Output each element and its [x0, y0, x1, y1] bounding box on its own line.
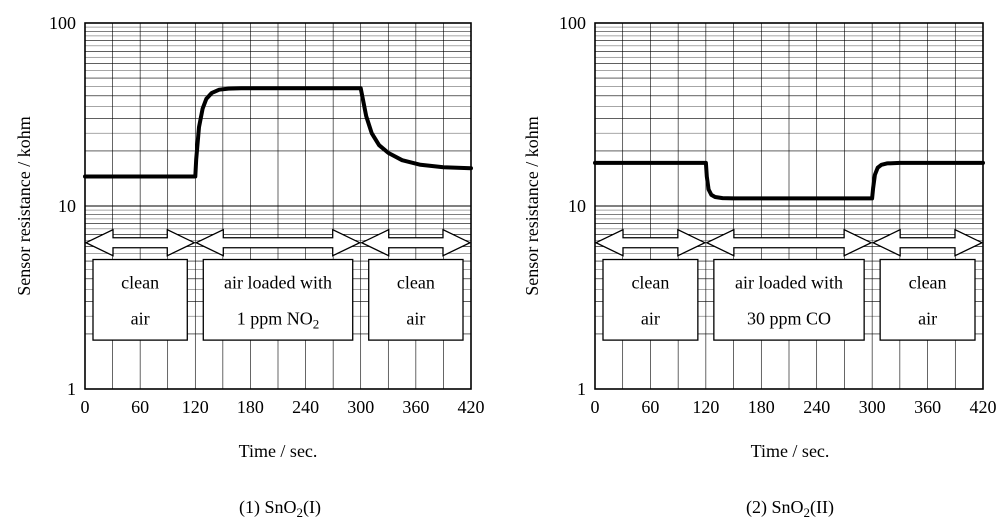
- phase-label-line1: clean: [909, 273, 947, 293]
- phase-label-line2: air: [918, 309, 937, 329]
- phase-arrow: [84, 228, 196, 257]
- series-line: [83, 86, 473, 179]
- chart-panel-2: clean air air loaded with 30 ppm CO clean air…: [522, 13, 997, 520]
- phase-label-line2: air: [406, 309, 425, 329]
- x-axis-label: Time / sec.: [239, 441, 318, 461]
- phase-label-line2: 30 ppm CO: [747, 309, 831, 329]
- phase-label-line1: air loaded with: [224, 273, 332, 293]
- y-tick-label: 1: [577, 379, 586, 399]
- x-tick-label: 420: [970, 397, 997, 417]
- y-axis-label: Sensor resistance / kohm: [522, 116, 542, 295]
- phase-label-line2: 1 ppm NO2: [237, 309, 320, 332]
- x-tick-label: 60: [641, 397, 659, 417]
- phase-label-line2: air: [131, 309, 150, 329]
- phase-arrow: [705, 228, 873, 257]
- x-tick-label: 240: [803, 397, 830, 417]
- series-line: [593, 160, 985, 201]
- phase-arrow: [360, 228, 472, 257]
- phase-label-line1: clean: [121, 273, 159, 293]
- x-tick-label: 0: [81, 397, 90, 417]
- phase-label-box: [92, 258, 188, 341]
- x-tick-label: 180: [237, 397, 264, 417]
- x-tick-label: 360: [914, 397, 941, 417]
- x-tick-label: 120: [692, 397, 719, 417]
- x-tick-label: 300: [859, 397, 886, 417]
- x-tick-label: 60: [131, 397, 149, 417]
- plot-frame: [84, 22, 472, 390]
- phase-label-box: [879, 258, 976, 341]
- y-axis-label: Sensor resistance / kohm: [14, 116, 34, 295]
- y-tick-label: 1: [67, 379, 76, 399]
- figure-caption: (1) SnO2(I): [239, 497, 321, 520]
- x-tick-label: 120: [182, 397, 209, 417]
- phase-label-box: [368, 258, 464, 341]
- x-axis-label: Time / sec.: [751, 441, 830, 461]
- phase-label-box: [713, 258, 865, 341]
- phase-label-line1: air loaded with: [735, 273, 843, 293]
- chart-panel-1: clean air air loaded with 1 ppm NO2 clean air…: [14, 13, 485, 520]
- y-tick-label: 10: [58, 196, 76, 216]
- phase-label-line2: air: [641, 309, 660, 329]
- phase-label-box: [202, 258, 354, 341]
- y-tick-label: 10: [568, 196, 586, 216]
- phase-label-box: [602, 258, 699, 341]
- phase-arrow: [194, 228, 362, 257]
- phase-arrow: [871, 228, 984, 257]
- x-tick-label: 360: [402, 397, 429, 417]
- phase-arrow: [594, 228, 707, 257]
- x-tick-label: 300: [347, 397, 374, 417]
- x-tick-label: 180: [748, 397, 775, 417]
- phase-label-line1: clean: [397, 273, 435, 293]
- y-tick-label: 100: [559, 13, 586, 33]
- figure-caption: (2) SnO2(II): [746, 497, 834, 520]
- phase-label-line1: clean: [631, 273, 669, 293]
- x-tick-label: 240: [292, 397, 319, 417]
- x-tick-label: 0: [591, 397, 600, 417]
- y-tick-label: 100: [49, 13, 76, 33]
- plot-frame: [594, 22, 984, 390]
- x-tick-label: 420: [458, 397, 485, 417]
